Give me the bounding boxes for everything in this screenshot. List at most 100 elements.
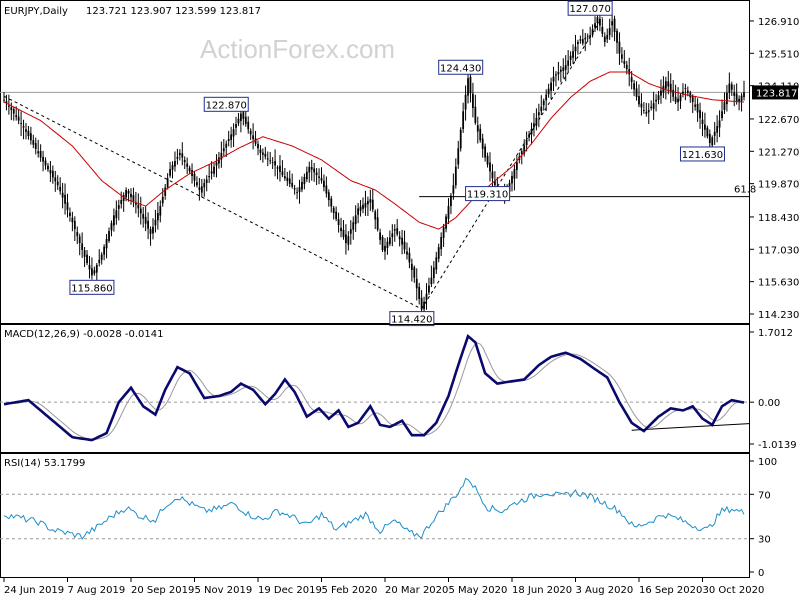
candle-body bbox=[462, 111, 465, 130]
candle bbox=[76, 226, 79, 245]
candle bbox=[330, 196, 333, 213]
candle bbox=[462, 102, 465, 133]
candle bbox=[44, 157, 47, 170]
candle-body bbox=[296, 191, 298, 193]
candle-body bbox=[425, 293, 428, 301]
candle-body bbox=[450, 195, 452, 207]
candle-body bbox=[489, 162, 491, 172]
candle bbox=[313, 162, 316, 182]
candle-body bbox=[257, 143, 259, 149]
candle-body bbox=[144, 216, 147, 224]
candle-body bbox=[547, 88, 550, 95]
candle-body bbox=[203, 182, 206, 188]
candle-body bbox=[215, 162, 218, 166]
candle bbox=[398, 231, 401, 247]
candle bbox=[691, 94, 694, 114]
candle-body bbox=[298, 187, 301, 193]
candle bbox=[296, 187, 298, 200]
candle bbox=[584, 32, 587, 52]
rsi-tick-label: 70 bbox=[758, 490, 771, 501]
candle bbox=[738, 95, 741, 111]
candle bbox=[227, 130, 230, 147]
candle-body bbox=[205, 179, 208, 184]
annotation-label: 114.420 bbox=[391, 315, 432, 326]
candle bbox=[369, 189, 372, 211]
candle-body bbox=[73, 220, 76, 230]
candle bbox=[410, 258, 413, 282]
candle bbox=[198, 177, 201, 201]
candle-body bbox=[105, 238, 108, 249]
rsi-line bbox=[3, 477, 745, 540]
candle bbox=[144, 205, 147, 232]
candle bbox=[166, 173, 169, 190]
candle-body bbox=[574, 46, 577, 52]
candle-body bbox=[603, 36, 606, 42]
candle-body bbox=[315, 172, 318, 176]
candle bbox=[467, 69, 469, 104]
candle bbox=[71, 211, 74, 232]
candle bbox=[594, 16, 596, 32]
candle bbox=[445, 213, 447, 233]
candle-body bbox=[200, 186, 203, 193]
candle bbox=[261, 148, 264, 163]
candle-body bbox=[208, 176, 211, 178]
candle-body bbox=[51, 170, 54, 178]
candle bbox=[425, 283, 428, 310]
price-tick-label: 117.030 bbox=[758, 245, 799, 256]
candle-body bbox=[704, 124, 706, 130]
annotation-label: 115.860 bbox=[71, 283, 112, 294]
candle bbox=[511, 171, 513, 192]
candle bbox=[376, 208, 379, 232]
candle-body bbox=[71, 217, 74, 223]
falling-trendline bbox=[3, 95, 422, 310]
candle bbox=[613, 15, 616, 42]
candle-body bbox=[132, 194, 135, 201]
candle bbox=[232, 123, 235, 148]
candle-body bbox=[29, 133, 32, 141]
price-panel-frame bbox=[0, 0, 750, 324]
candle-body bbox=[430, 277, 433, 285]
candle-body bbox=[330, 198, 333, 207]
candle bbox=[577, 39, 579, 55]
candle bbox=[191, 163, 193, 184]
candle-body bbox=[110, 223, 113, 231]
candle bbox=[579, 35, 582, 44]
candle bbox=[5, 94, 8, 111]
price-annotations: 122.870 115.860 124.430 119.310 114.420 127.0… bbox=[69, 0, 725, 327]
candle-body bbox=[244, 116, 247, 125]
candle bbox=[200, 178, 203, 198]
candle-body bbox=[467, 78, 469, 96]
candle-body bbox=[39, 151, 42, 158]
candle-body bbox=[528, 134, 530, 138]
candle-body bbox=[130, 193, 132, 198]
candle-body bbox=[728, 83, 731, 93]
candle-body bbox=[47, 165, 49, 170]
candle-body bbox=[274, 161, 276, 166]
candle bbox=[393, 224, 396, 242]
candle bbox=[301, 176, 303, 193]
candle bbox=[98, 249, 101, 267]
candle-body bbox=[523, 145, 526, 154]
candle-body bbox=[459, 129, 462, 149]
candle-body bbox=[198, 187, 201, 190]
macd-trendline bbox=[631, 423, 750, 431]
candle bbox=[640, 93, 643, 116]
candle-body bbox=[410, 263, 413, 271]
candle bbox=[205, 175, 208, 192]
candle-body bbox=[630, 77, 633, 82]
candle bbox=[291, 173, 294, 189]
candle-body bbox=[437, 247, 440, 259]
candle-body bbox=[669, 83, 672, 92]
candle-body bbox=[733, 92, 736, 96]
rsi-tick-label: 100 bbox=[758, 457, 777, 468]
candle bbox=[59, 177, 62, 195]
price-tick-label: 126.910 bbox=[758, 17, 799, 28]
candle bbox=[403, 230, 406, 254]
candle bbox=[61, 182, 64, 209]
candle-body bbox=[261, 152, 264, 155]
candle-body bbox=[66, 202, 69, 210]
candle-body bbox=[237, 118, 240, 124]
candle bbox=[413, 265, 416, 283]
candle-body bbox=[491, 171, 494, 179]
candle-body bbox=[413, 267, 416, 278]
